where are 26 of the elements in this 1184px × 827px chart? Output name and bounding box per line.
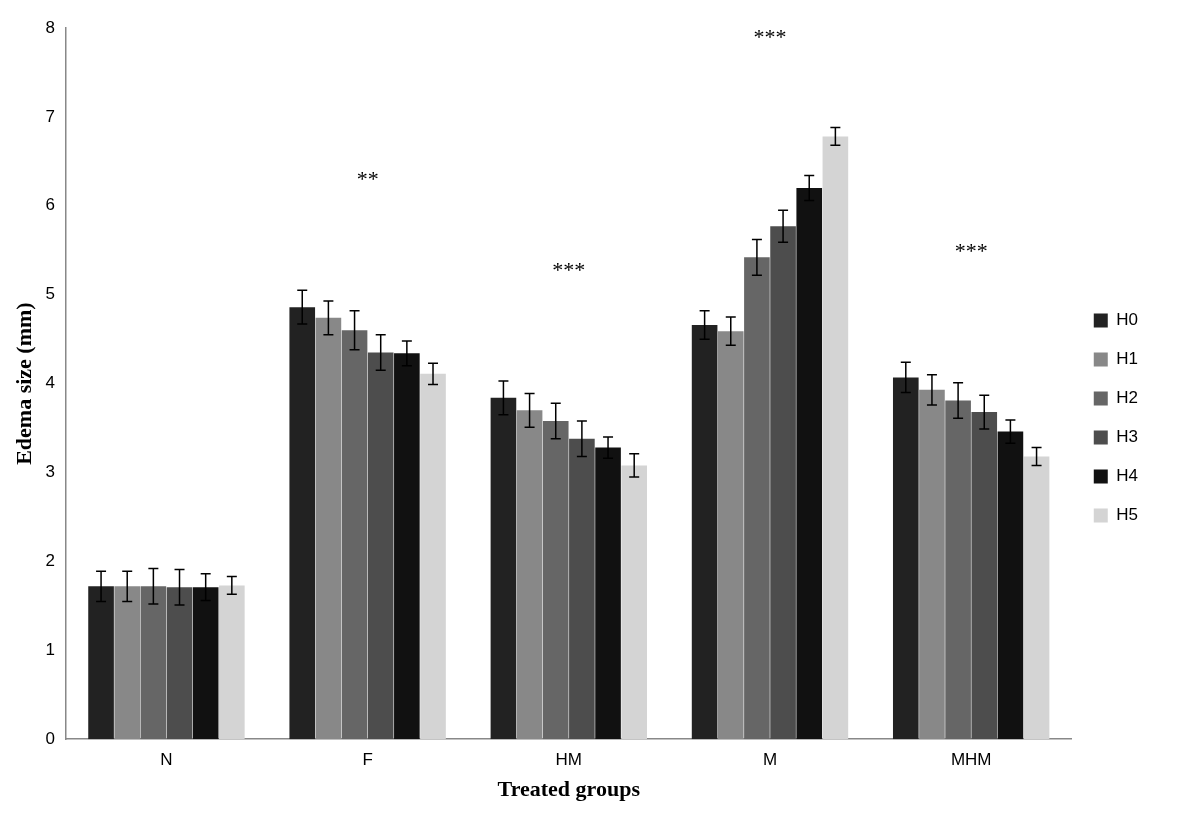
y-tick-label: 7 — [45, 106, 55, 126]
x-tick-label: HM — [555, 750, 583, 770]
x-axis-title: Treated groups — [497, 776, 641, 802]
legend-label: H1 — [1116, 349, 1138, 369]
y-tick-label: 4 — [45, 373, 55, 393]
legend-label: H2 — [1116, 388, 1138, 408]
annotation: *** — [552, 256, 586, 282]
legend-label: H3 — [1116, 427, 1138, 447]
legend-label: H4 — [1116, 466, 1138, 486]
x-tick-label: F — [362, 750, 373, 770]
y-tick-label: 8 — [45, 17, 55, 37]
y-tick-label: 6 — [45, 195, 55, 215]
x-tick-label: N — [160, 750, 173, 770]
y-axis-title: Edema size (mm) — [10, 302, 36, 465]
annotation: *** — [954, 238, 988, 264]
y-tick-label: 2 — [45, 551, 55, 571]
x-tick-label: MHM — [950, 750, 992, 770]
legend-label: H0 — [1116, 310, 1138, 330]
y-tick-label: 3 — [45, 462, 55, 482]
y-tick-label: 5 — [45, 284, 55, 304]
legend-label: H5 — [1116, 505, 1138, 525]
y-tick-label: 1 — [45, 639, 55, 659]
annotation: ** — [356, 166, 379, 192]
annotation: *** — [753, 23, 787, 49]
x-tick-label: M — [762, 750, 778, 770]
y-tick-label: 0 — [45, 728, 55, 748]
